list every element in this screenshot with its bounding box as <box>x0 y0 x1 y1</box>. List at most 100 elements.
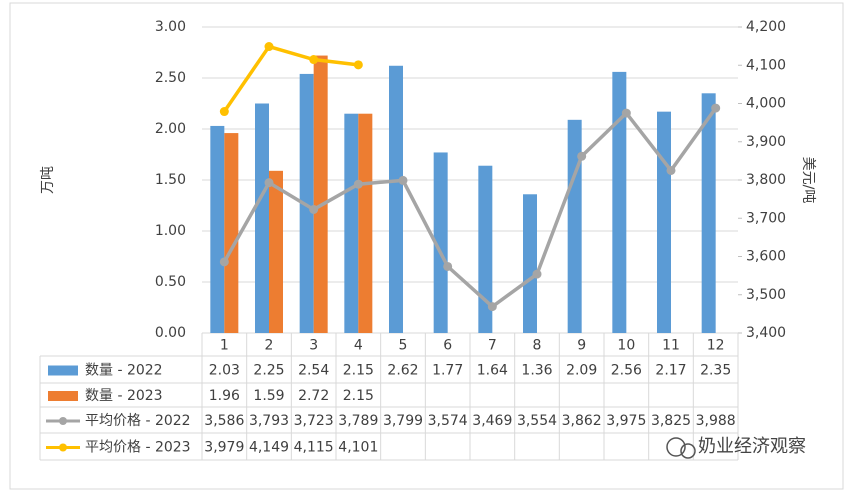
x-tick-label: 10 <box>617 338 635 354</box>
y2-tick-label: 3,400 <box>746 325 786 341</box>
x-tick-label: 2 <box>265 338 274 354</box>
table-value: 2.72 <box>298 388 329 404</box>
legend-marker <box>59 417 67 425</box>
bar <box>478 165 493 333</box>
y-tick-label: 2.50 <box>155 70 186 86</box>
line-marker <box>264 42 274 52</box>
table-value: 3,979 <box>204 440 244 456</box>
legend-label: 平均价格 - 2023 <box>85 440 191 456</box>
x-tick-label: 6 <box>443 338 452 354</box>
y2-tick-label: 3,500 <box>746 287 786 303</box>
bar <box>433 152 448 333</box>
legend-swatch <box>48 391 78 401</box>
table-value: 3,469 <box>472 413 512 429</box>
line-marker <box>577 151 587 161</box>
bar <box>269 170 283 333</box>
table-value: 1.77 <box>432 363 463 379</box>
table-value: 4,101 <box>338 440 378 456</box>
table-value: 1.59 <box>253 388 284 404</box>
table-value: 3,723 <box>294 413 334 429</box>
line-marker <box>309 204 319 214</box>
line-marker <box>621 108 631 118</box>
table-value: 3,793 <box>249 413 289 429</box>
table-value: 3,825 <box>651 413 691 429</box>
line-marker <box>219 257 229 267</box>
y-tick-label: 1.50 <box>155 172 186 188</box>
x-tick-label: 4 <box>354 338 363 354</box>
line-marker <box>532 269 542 279</box>
table-value: 4,149 <box>249 440 289 456</box>
table-value: 1.36 <box>521 363 552 379</box>
bar <box>358 113 373 333</box>
x-tick-label: 7 <box>488 338 497 354</box>
bar <box>567 119 582 333</box>
table-value: 2.62 <box>387 363 418 379</box>
table-value: 1.64 <box>477 363 508 379</box>
legend-swatch <box>48 365 78 376</box>
line-marker <box>711 103 721 113</box>
y2-tick-label: 3,700 <box>746 210 786 226</box>
table-value: 4,115 <box>294 440 334 456</box>
y-tick-label: 1.00 <box>155 223 186 239</box>
x-tick-label: 3 <box>309 338 318 354</box>
y-tick-label: 0.00 <box>155 325 186 341</box>
bar <box>224 133 239 333</box>
table-value: 2.25 <box>253 363 284 379</box>
table-value: 2.56 <box>611 363 642 379</box>
line-marker <box>398 175 408 185</box>
y2-tick-label: 3,800 <box>746 172 786 188</box>
y2-tick-label: 3,600 <box>746 249 786 265</box>
table-value: 3,586 <box>204 413 244 429</box>
table-value: 3,799 <box>383 413 423 429</box>
legend-marker <box>59 443 67 452</box>
table-value: 2.15 <box>343 363 374 379</box>
y-tick-label: 3.00 <box>155 19 186 35</box>
table-value: 1.96 <box>209 388 240 404</box>
line-marker <box>353 60 363 70</box>
legend-label: 数量 - 2023 <box>85 388 163 404</box>
table-value: 3,554 <box>517 413 557 429</box>
bar <box>612 71 627 333</box>
y2-tick-label: 4,100 <box>746 57 786 73</box>
y2-tick-label: 4,000 <box>746 96 786 112</box>
bar <box>523 194 537 333</box>
table-value: 3,574 <box>428 413 468 429</box>
line-marker <box>443 261 453 271</box>
table-value: 2.03 <box>209 363 240 379</box>
y-axis-label: 万吨 <box>40 166 56 194</box>
line-marker <box>309 55 319 65</box>
bar <box>389 65 403 333</box>
line <box>222 107 718 309</box>
table-value: 3,789 <box>338 413 378 429</box>
x-tick-label: 12 <box>707 338 725 354</box>
y2-tick-label: 4,200 <box>746 19 786 35</box>
table-value: 2.09 <box>566 363 597 379</box>
y-tick-label: 2.00 <box>155 121 186 137</box>
watermark: 奶业经济观察 <box>698 436 806 457</box>
x-tick-label: 1 <box>220 338 229 354</box>
table-value: 2.54 <box>298 363 329 379</box>
x-tick-label: 5 <box>399 338 408 354</box>
line-marker <box>353 179 363 189</box>
line-marker <box>666 165 676 175</box>
table-value: 3,862 <box>562 413 602 429</box>
bar <box>344 113 359 333</box>
bar <box>657 111 671 333</box>
y2-tick-label: 3,900 <box>746 134 786 150</box>
bar <box>701 93 716 333</box>
table-value: 2.15 <box>343 388 374 404</box>
y-tick-label: 0.50 <box>155 274 186 290</box>
bar <box>210 125 225 333</box>
table-value: 2.35 <box>700 363 731 379</box>
x-tick-label: 8 <box>533 338 542 354</box>
line-marker <box>487 302 497 312</box>
legend-label: 平均价格 - 2022 <box>85 413 191 429</box>
y2-axis-label: 美元/吨 <box>800 157 816 204</box>
bar <box>255 103 269 333</box>
table-value: 3,988 <box>696 413 736 429</box>
line <box>222 44 359 113</box>
table-value: 3,975 <box>606 413 646 429</box>
x-tick-label: 9 <box>577 338 586 354</box>
legend-label: 数量 - 2022 <box>85 363 163 379</box>
